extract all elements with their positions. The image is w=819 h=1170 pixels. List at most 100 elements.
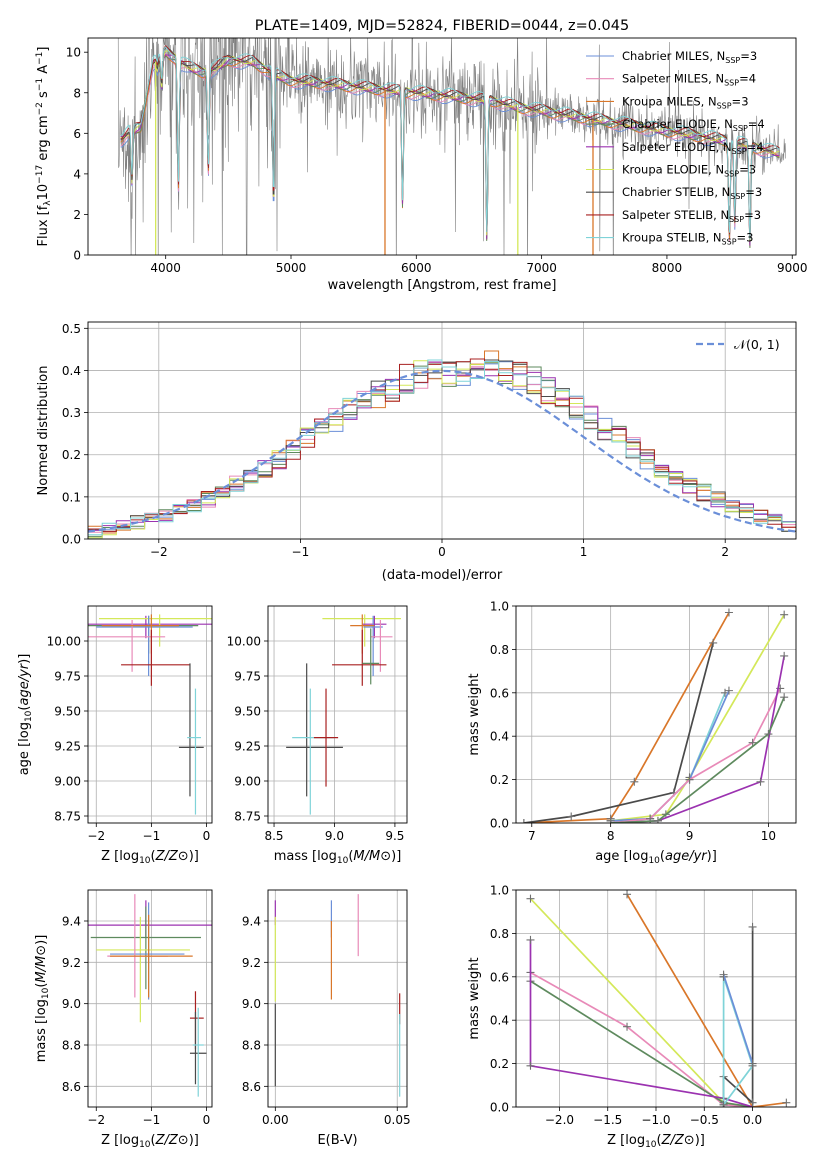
y-tick-label: 0.2	[490, 1057, 509, 1071]
observed-spectrum	[117, 38, 786, 255]
weight-marker	[519, 819, 528, 823]
y-tick-label: 10.00	[227, 635, 261, 649]
y-tick-label: 10.00	[47, 635, 81, 649]
x-tick-label: 10	[761, 829, 776, 843]
y-tick-label: 6	[73, 127, 81, 141]
weight-line	[722, 974, 754, 1064]
weight-line	[530, 971, 753, 1107]
y-tick-label: 9.00	[54, 775, 81, 789]
legend-entry: Salpeter MILES, NSSP=4	[622, 72, 756, 88]
x-tick-label: −2	[87, 829, 105, 843]
residual-histogram	[88, 360, 796, 539]
legend-entry: 𝒩(0, 1)	[734, 337, 780, 352]
weight-marker	[756, 777, 765, 786]
y-tick-label: 0.4	[490, 1014, 509, 1028]
weight-marker	[606, 819, 615, 823]
legend-entry: Kroupa MILES, NSSP=3	[622, 94, 749, 110]
y-tick-label: 9.0	[62, 997, 81, 1011]
axes-frame	[87, 321, 797, 540]
y-tick-label: 10	[66, 46, 81, 60]
y-tick-label: 9.50	[54, 705, 81, 719]
weight-marker	[630, 777, 639, 786]
x-tick-label: 1	[580, 545, 588, 559]
weight-marker	[748, 1098, 757, 1107]
y-tick-label: 0.0	[62, 533, 81, 547]
y-tick-label: 0.4	[490, 730, 509, 744]
x-axis-label: mass [log10(M/M⊙)]	[274, 849, 402, 866]
y-axis-label: mass weight	[467, 673, 482, 755]
y-tick-label: 1.0	[490, 884, 509, 898]
spectrum-panel: 4000 5000 6000 7000 8000 9000 0 2 4 6 8 10 PLATE=140…	[35, 18, 808, 293]
y-tick-label: 4	[73, 167, 81, 181]
axes-frame	[87, 889, 213, 1108]
y-tick-label: 0.2	[62, 448, 81, 462]
x-axis-label: age [log10(age/yr)]	[595, 849, 717, 866]
weight-marker	[780, 610, 789, 619]
model-spectrum	[120, 46, 780, 240]
y-tick-label: 0	[73, 249, 81, 263]
weight-vs-metallicity-panel: −2.0 −1.5 −1.0 −0.5 0.0 0.0 0.2 0.4 0.6 0.8 1.0 Z […	[467, 884, 797, 1150]
weight-marker	[780, 651, 789, 660]
plot-area	[88, 614, 212, 815]
normal-curve	[88, 369, 796, 533]
y-axis-label: Flux [fλ10−17 erg cm−2 s−1 A−1]	[35, 47, 53, 247]
x-axis-label: Z [log10(Z/Z⊙)]	[607, 1133, 705, 1150]
x-axis-label: (data-model)/error	[382, 568, 503, 583]
x-axis-label: Z [log10(Z/Z⊙)]	[101, 1133, 199, 1150]
weight-line	[610, 614, 785, 822]
y-tick-label: 0.2	[490, 773, 509, 787]
legend-entry: Chabrier MILES, NSSP=3	[622, 49, 757, 65]
y-axis-label: Normed distribution	[36, 366, 51, 496]
weight-marker	[719, 970, 728, 979]
x-tick-label: 8000	[652, 261, 683, 275]
x-tick-label: 0	[203, 1113, 211, 1127]
legend-entry: Salpeter ELODIE, NSSP=4	[622, 140, 764, 156]
model-spectrum	[120, 55, 780, 249]
x-tick-label: 0.00	[262, 1113, 289, 1127]
x-tick-label: 0	[438, 545, 446, 559]
y-tick-label: 0.8	[490, 927, 509, 941]
y-tick-label: 9.00	[234, 775, 261, 789]
weight-line	[610, 655, 786, 823]
y-axis-label: mass weight	[467, 957, 482, 1039]
weight-marker	[685, 775, 694, 784]
y-tick-label: 8	[73, 86, 81, 100]
y-tick-label: 9.75	[234, 670, 261, 684]
legend-entry: Salpeter STELIB, NSSP=3	[622, 208, 761, 224]
axes-frame	[87, 605, 213, 824]
x-tick-label: 9	[686, 829, 694, 843]
weight-marker	[780, 693, 789, 702]
plot-area	[526, 890, 791, 1107]
y-tick-label: 8.6	[62, 1080, 81, 1094]
weight-marker	[782, 1098, 791, 1107]
x-tick-label: 7000	[526, 261, 557, 275]
x-tick-label: 4000	[150, 261, 181, 275]
y-tick-label: 0.4	[62, 364, 81, 378]
y-tick-label: 9.0	[242, 997, 261, 1011]
x-tick-label: 8.5	[264, 829, 283, 843]
y-tick-label: 8.8	[62, 1039, 81, 1053]
plot-area	[274, 894, 401, 1097]
y-tick-label: 0.6	[490, 970, 509, 984]
axes-frame	[515, 889, 797, 1108]
x-tick-label: −1	[143, 829, 161, 843]
x-tick-label: 5000	[276, 261, 307, 275]
weight-marker	[653, 816, 662, 823]
x-tick-label: 9.5	[385, 829, 404, 843]
x-tick-label: −1	[143, 1113, 161, 1127]
x-tick-label: −1.5	[593, 1113, 622, 1127]
y-tick-label: 9.2	[242, 956, 261, 970]
residual-histogram	[88, 359, 796, 536]
weight-marker	[748, 922, 757, 931]
x-tick-label: 8	[607, 829, 615, 843]
y-tick-label: 9.2	[62, 956, 81, 970]
y-tick-label: 0.3	[62, 406, 81, 420]
y-tick-label: 2	[73, 208, 81, 222]
y-tick-label: 8.75	[54, 810, 81, 824]
weight-marker	[526, 1061, 535, 1070]
mass-vs-extinction-panel: 0.00 0.05 8.6 8.8 9.0 9.2 9.4 E(B-V)	[242, 889, 411, 1148]
weight-line	[523, 642, 715, 823]
age-vs-mass-panel: 8.5 9.0 9.5 8.75 9.00 9.25 9.50 9.75 10.00 mass […	[227, 605, 408, 866]
legend-entry: Kroupa ELODIE, NSSP=3	[622, 163, 756, 179]
